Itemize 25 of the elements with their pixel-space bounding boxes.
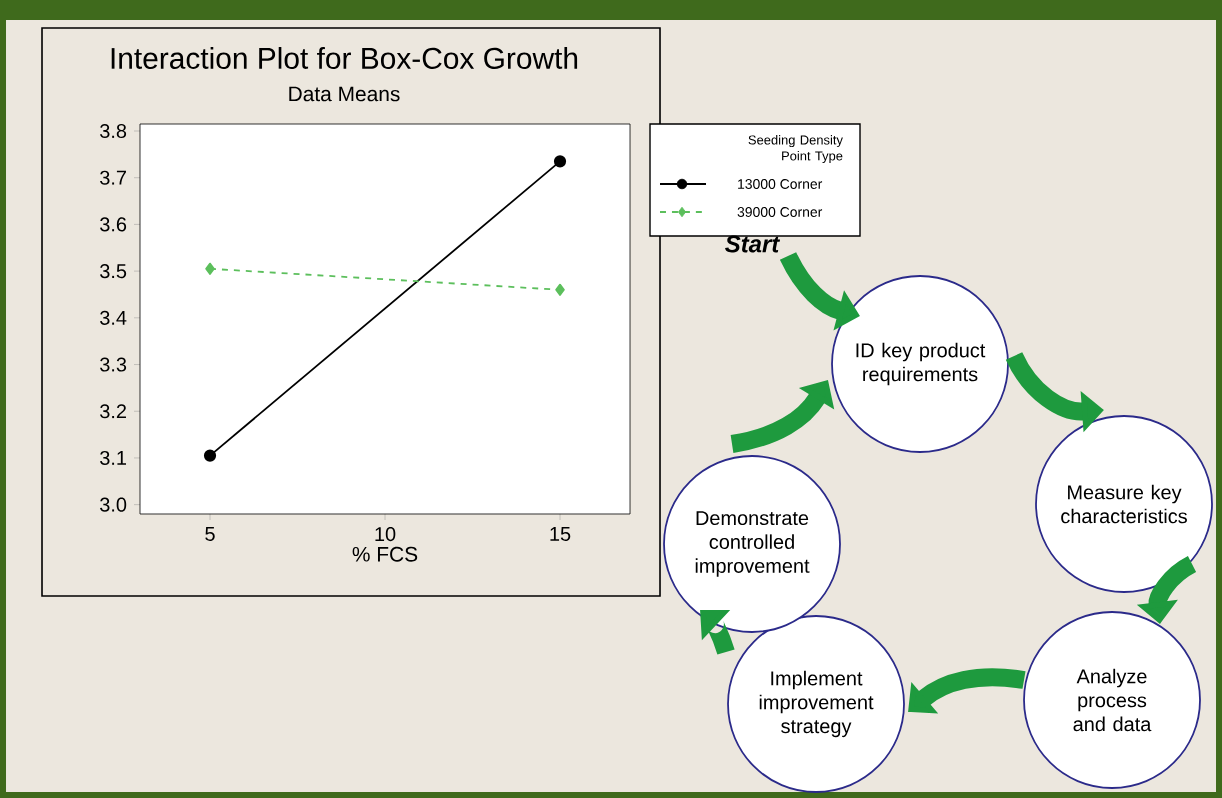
point	[205, 262, 215, 275]
chart-subtitle: Data Means	[289, 86, 400, 102]
text: ID key product requirements	[856, 342, 986, 386]
text: Demonstrate controlled improvement	[695, 511, 810, 577]
text: Implement improvement strategy	[759, 670, 874, 738]
y-tick-label: 3.3	[100, 357, 127, 372]
x-tick-label: 15	[550, 527, 571, 541]
y-tick-label: 3.2	[100, 404, 126, 419]
text: Measure key characteristics	[1061, 484, 1187, 524]
y-tick-label: 3.4	[100, 310, 127, 325]
point	[203, 449, 217, 462]
y-tick-label: 3.6	[100, 217, 127, 232]
text: Analyze process and data	[1073, 668, 1152, 732]
text: Start	[725, 235, 781, 253]
y-tick-label: 3.1	[100, 450, 127, 465]
y-tick-label: 3.8	[100, 123, 127, 139]
y-tick-label: 3.0	[100, 497, 127, 512]
x-tick-label: 5	[205, 527, 215, 541]
y-tick-label: 3.5	[100, 264, 127, 279]
point	[555, 283, 565, 296]
x-axis-title: % FCS	[352, 546, 418, 562]
chart-title: Interaction Plot for Box-Cox Growth	[111, 47, 578, 69]
point	[553, 155, 567, 168]
x-tick-label: 10	[375, 527, 396, 542]
y-tick-label: 3.7	[100, 170, 126, 185]
